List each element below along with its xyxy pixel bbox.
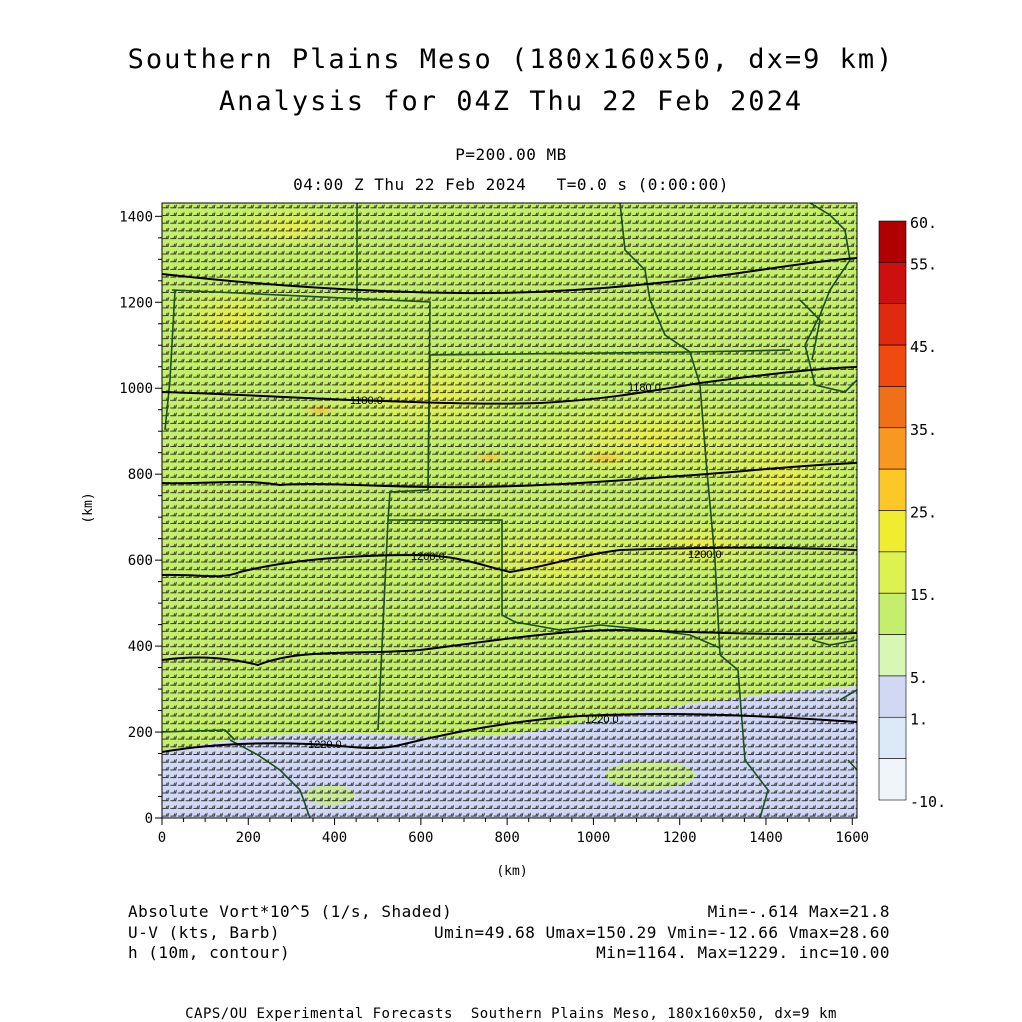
colorbar-label: 15. bbox=[910, 586, 937, 604]
axes: 0 200 400 600 800 1000 1200 1400 1600 0 200 400 600 8… bbox=[119, 209, 869, 846]
barb-variable-stats: Umin=49.68 Umax=150.29 Vmin=-12.66 Vmax=… bbox=[434, 923, 890, 942]
contour-variable-label: h (10m, contour) bbox=[128, 943, 291, 962]
colorbar-label: 35. bbox=[910, 421, 937, 439]
contour-line bbox=[162, 366, 857, 405]
colorbar-swatch bbox=[878, 675, 907, 718]
contour-label: 1220.0 bbox=[308, 739, 342, 751]
x-tick-label: 600 bbox=[408, 830, 433, 846]
contour-label: 1200.0 bbox=[688, 549, 722, 561]
colorbar-swatch bbox=[878, 262, 907, 305]
contour-labels: 1180.0 1180.0 1200.0 1200.0 1220.0 1220.… bbox=[308, 382, 722, 751]
shade-variable-stats: Min=-.614 Max=21.8 bbox=[707, 902, 890, 921]
contour-label: 1180.0 bbox=[350, 395, 383, 407]
colorbar-swatch bbox=[878, 468, 907, 511]
colorbar-swatch bbox=[878, 427, 907, 470]
x-tick-label: 1200 bbox=[663, 830, 697, 846]
contour-line bbox=[162, 713, 857, 753]
map-title-line1: Southern Plains Meso (180x160x50, dx=9 k… bbox=[127, 44, 895, 75]
x-tick-label: 1400 bbox=[749, 830, 783, 846]
y-tick-label: 600 bbox=[128, 553, 153, 569]
colorbar-swatch bbox=[878, 303, 907, 346]
x-tick-label: 200 bbox=[236, 830, 261, 846]
barb-variable-label: U-V (kts, Barb) bbox=[128, 923, 280, 942]
contour-line bbox=[162, 546, 857, 578]
y-tick-label: 400 bbox=[128, 639, 153, 655]
valid-time: 04:00 Z Thu 22 Feb 2024 T=0.0 s (0:00:00… bbox=[293, 175, 729, 194]
contour-line bbox=[162, 628, 857, 667]
shade-variable-label: Absolute Vort*10^5 (1/s, Shaded) bbox=[128, 902, 453, 921]
map-title-line2: Analysis for 04Z Thu 22 Feb 2024 bbox=[218, 86, 804, 117]
colorbar-label: 45. bbox=[910, 338, 937, 356]
colorbar-label: 5. bbox=[910, 669, 928, 687]
colorbar-label: -10. bbox=[910, 793, 946, 811]
x-tick-label: 800 bbox=[494, 830, 519, 846]
colorbar-swatch bbox=[878, 716, 907, 759]
x-tick-label: 400 bbox=[322, 830, 347, 846]
x-tick-label: 1600 bbox=[835, 830, 869, 846]
colorbar: 60. 55. 45. 35. 25. 15. 5. 1. -10. bbox=[878, 214, 946, 811]
colorbar-swatch bbox=[878, 592, 907, 635]
height-contours bbox=[162, 257, 857, 753]
y-tick-label: 0 bbox=[145, 811, 153, 827]
x-axis-unit: (km) bbox=[496, 864, 527, 879]
colorbar-label: 60. bbox=[910, 214, 937, 232]
colorbar-label: 1. bbox=[910, 710, 928, 728]
x-tick-label: 1000 bbox=[577, 830, 611, 846]
colorbar-swatch bbox=[878, 510, 907, 553]
colorbar-swatch bbox=[878, 220, 907, 263]
credit-line: CAPS/OU Experimental Forecasts Southern … bbox=[185, 1006, 837, 1022]
y-tick-label: 800 bbox=[128, 467, 153, 483]
pressure-level: P=200.00 MB bbox=[455, 145, 567, 164]
y-tick-label: 1000 bbox=[119, 381, 153, 397]
colorbar-swatch bbox=[878, 344, 907, 387]
colorbar-swatch bbox=[878, 634, 907, 677]
y-tick-label: 1200 bbox=[119, 295, 153, 311]
wind-barbs bbox=[162, 203, 857, 818]
colorbar-label: 25. bbox=[910, 504, 937, 522]
contour-variable-stats: Min=1164. Max=1229. inc=10.00 bbox=[596, 943, 890, 962]
y-axis-unit: (km) bbox=[81, 492, 96, 523]
colorbar-swatch bbox=[878, 758, 907, 801]
plot-area: 1180.0 1180.0 1200.0 1200.0 1220.0 1220.… bbox=[162, 203, 857, 818]
contour-line bbox=[162, 257, 857, 295]
y-tick-label: 200 bbox=[128, 725, 153, 741]
colorbar-swatch bbox=[878, 551, 907, 594]
contour-label: 1200.0 bbox=[411, 551, 445, 563]
contour-label: 1220.0 bbox=[585, 714, 619, 726]
y-tick-label: 1400 bbox=[119, 209, 153, 225]
colorbar-label: 55. bbox=[910, 255, 937, 273]
contour-line bbox=[162, 462, 857, 489]
colorbar-swatch bbox=[878, 386, 907, 429]
state-borders bbox=[162, 203, 857, 818]
contour-label: 1180.0 bbox=[628, 382, 661, 394]
plot-frame bbox=[161, 202, 858, 819]
x-tick-label: 0 bbox=[158, 830, 166, 846]
